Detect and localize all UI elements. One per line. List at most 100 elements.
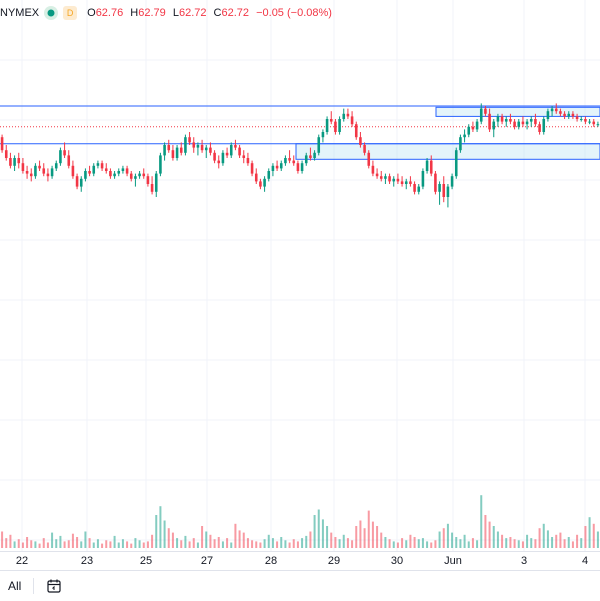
market-status-icon[interactable] — [44, 6, 59, 20]
candle — [229, 142, 233, 158]
candle-body — [254, 173, 258, 182]
volume-bar — [255, 541, 258, 548]
volume-bar — [555, 534, 558, 548]
candle-body — [4, 150, 8, 158]
time-axis[interactable]: 22 23 25 27 28 29 30 Jun 3 4 — [0, 551, 600, 570]
candle — [588, 119, 591, 125]
candle-body — [163, 145, 166, 156]
candle — [459, 134, 462, 153]
candle — [188, 132, 191, 145]
candle-body — [38, 165, 41, 169]
candle-body — [300, 163, 304, 171]
volume-bar — [96, 539, 99, 548]
candle — [596, 121, 600, 127]
candle — [154, 171, 158, 197]
candle-body — [529, 119, 533, 122]
candle-body — [296, 163, 300, 171]
volume-bar — [117, 542, 120, 548]
candle — [467, 124, 471, 138]
symbol-exchange: NYMEX — [0, 7, 40, 19]
volume-bar — [142, 542, 145, 548]
candle-body — [25, 171, 29, 174]
candle — [271, 163, 275, 177]
candle-body — [367, 152, 371, 166]
candle-body — [596, 124, 600, 126]
interval-badge[interactable]: D — [63, 6, 78, 20]
volume-bar — [396, 542, 399, 548]
candle — [100, 160, 104, 171]
candle-body — [167, 145, 171, 151]
high-value: 62.79 — [138, 7, 166, 19]
candle — [396, 173, 400, 184]
candle-body — [488, 113, 491, 130]
candle — [500, 113, 504, 125]
bottom-toolbar: All — [0, 570, 600, 601]
volume-bar — [26, 537, 29, 548]
candle — [479, 103, 483, 125]
candle-body — [75, 176, 79, 187]
candle — [125, 165, 129, 177]
candle — [304, 152, 308, 166]
volume-bar — [409, 534, 412, 548]
candle — [213, 150, 216, 164]
time-label: 29 — [327, 555, 341, 567]
candle — [442, 176, 446, 203]
volume-bar — [9, 534, 12, 548]
price-chart[interactable] — [0, 0, 600, 551]
volume-bar — [501, 534, 504, 548]
candle — [334, 119, 337, 135]
candle-body — [413, 184, 416, 192]
volume-bar — [434, 540, 437, 548]
volume-bar — [138, 540, 141, 548]
candle-body — [0, 137, 4, 151]
candle — [350, 111, 354, 127]
candle-body — [279, 163, 283, 169]
volume-bar — [563, 539, 566, 548]
volume-bar — [484, 515, 487, 548]
open-value: 62.76 — [95, 7, 124, 19]
candle-body — [271, 165, 275, 171]
volume-bar — [405, 540, 408, 548]
candle-body — [496, 116, 500, 122]
calendar-icon[interactable] — [46, 578, 62, 594]
candle — [454, 147, 458, 179]
candle-body — [159, 155, 162, 174]
volume-bar — [109, 541, 112, 548]
candle — [21, 158, 25, 174]
volume-bar — [326, 526, 329, 548]
candle-body — [100, 163, 104, 169]
volume-bar — [451, 532, 454, 548]
candle — [225, 147, 229, 158]
candle — [179, 142, 183, 156]
candle-body — [421, 171, 425, 187]
volume-bar — [384, 537, 387, 548]
volume-bar — [334, 537, 337, 548]
range-all-button[interactable]: All — [8, 579, 22, 593]
candle — [404, 178, 408, 190]
candle — [488, 108, 491, 132]
candle-body — [359, 137, 362, 145]
candle-body — [375, 173, 379, 177]
candle-body — [467, 126, 471, 135]
volume-bar — [146, 541, 149, 548]
candle — [292, 155, 296, 166]
candle-body — [554, 108, 558, 112]
volume-bar — [159, 506, 162, 548]
candle — [259, 178, 262, 190]
candle — [96, 160, 100, 169]
candle — [392, 176, 396, 187]
candle — [592, 119, 596, 127]
ohlc-values: O62.76 H62.79 L62.72 C62.72 −0.05 (−0.08… — [87, 7, 336, 19]
volume-bar — [317, 509, 320, 548]
volume-bar — [121, 539, 124, 548]
volume-bar — [321, 519, 324, 548]
candle — [359, 132, 362, 148]
candle-body — [13, 158, 16, 166]
candle-body — [17, 158, 21, 164]
candle-body — [550, 108, 554, 112]
candle — [25, 165, 29, 179]
candle — [550, 106, 554, 117]
volume-bar — [155, 515, 158, 548]
volume-bar — [209, 534, 212, 548]
candle — [242, 150, 246, 164]
